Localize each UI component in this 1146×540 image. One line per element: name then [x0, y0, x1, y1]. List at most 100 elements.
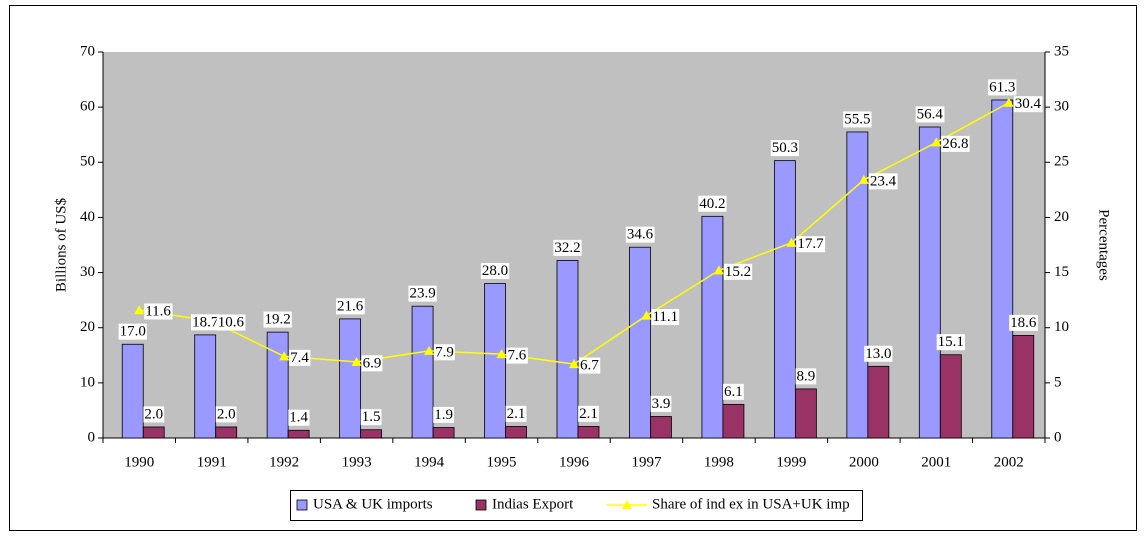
- data-label-bg: [915, 106, 945, 123]
- data-label-bg: [625, 226, 655, 243]
- data-label: 6.7: [580, 358, 599, 374]
- bar: [991, 99, 1014, 439]
- data-label-bg: [1013, 96, 1043, 113]
- bar: [339, 318, 362, 439]
- data-label-group: 7.6: [506, 347, 528, 364]
- data-label: 3.9: [652, 396, 671, 412]
- data-label-group: 17.0: [118, 323, 147, 340]
- data-label-bg: [434, 344, 455, 361]
- data-label-bg: [868, 173, 898, 190]
- legend-swatch: [475, 499, 487, 511]
- data-label-bg: [936, 334, 965, 351]
- data-label: 17.0: [120, 324, 146, 340]
- data-label: 30.4: [1015, 96, 1042, 112]
- bar: [577, 426, 600, 439]
- data-label: 6.9: [363, 355, 382, 371]
- data-label: 21.6: [337, 298, 364, 314]
- data-label-bg: [553, 239, 582, 256]
- data-label-bg: [1009, 314, 1038, 331]
- data-label: 15.1: [938, 334, 964, 350]
- data-label-bg: [770, 140, 800, 157]
- bar: [411, 305, 434, 439]
- data-label-group: 17.7: [796, 236, 826, 253]
- data-label-group: 1.5: [360, 409, 382, 426]
- bar: [701, 215, 724, 439]
- data-label-group: 21.6: [335, 298, 365, 315]
- data-label-group: 2.1: [578, 405, 599, 422]
- legend-label: USA & UK imports: [313, 496, 433, 512]
- data-label: 23.9: [409, 286, 435, 302]
- data-label-bg: [723, 263, 753, 280]
- line-marker: [496, 349, 507, 359]
- bar: [939, 354, 962, 439]
- line-marker: [1003, 97, 1014, 107]
- legend-label: Share of ind ex in USA+UK imp: [652, 496, 850, 512]
- data-label: 26.8: [942, 136, 968, 152]
- x-tick-label: 1999: [776, 454, 806, 470]
- data-label-group: 2.0: [143, 406, 165, 423]
- bar: [773, 160, 796, 439]
- data-label: 56.4: [917, 106, 944, 122]
- bar: [556, 260, 579, 439]
- data-label-group: 26.8: [941, 135, 970, 152]
- data-label-bg: [361, 355, 383, 372]
- data-label: 7.9: [435, 344, 454, 360]
- bar: [287, 429, 310, 439]
- data-label: 11.1: [652, 309, 678, 325]
- data-label-group: 23.9: [408, 285, 437, 302]
- data-label-group: 40.2: [698, 195, 727, 212]
- data-label-bg: [506, 347, 528, 364]
- y-tick-label: 50: [80, 154, 95, 170]
- legend-marker: [622, 500, 632, 509]
- data-label-bg: [480, 263, 510, 280]
- data-label: 50.3: [772, 140, 798, 156]
- data-label: 2.1: [579, 406, 598, 422]
- y2-axis-label: Percentages: [1096, 209, 1112, 281]
- y-tick-label: 60: [80, 99, 95, 115]
- data-label: 2.0: [144, 406, 163, 422]
- data-label: 11.6: [145, 304, 171, 320]
- data-label: 1.4: [289, 410, 308, 426]
- bar: [121, 343, 144, 439]
- bar: [1012, 335, 1035, 439]
- data-label-bg: [216, 314, 246, 331]
- y2-tick-label: 35: [1054, 43, 1069, 59]
- line-marker: [713, 265, 724, 275]
- y-tick-label: 70: [80, 43, 95, 59]
- data-label: 15.2: [725, 264, 751, 280]
- data-label-bg: [288, 409, 310, 426]
- data-label-group: 18.7: [191, 314, 220, 331]
- bar: [266, 331, 289, 439]
- data-label-group: 11.6: [144, 303, 173, 320]
- data-label: 7.4: [290, 350, 309, 366]
- data-label-group: 32.2: [553, 239, 582, 256]
- y2-tick-label: 20: [1054, 209, 1069, 225]
- data-label-group: 50.3: [770, 140, 800, 157]
- y-tick-label: 20: [80, 319, 95, 335]
- data-label-bg: [118, 323, 147, 340]
- legend-label: Indias Export: [492, 496, 574, 512]
- bar: [867, 365, 890, 439]
- x-tick-label: 2000: [849, 454, 879, 470]
- bar: [432, 427, 455, 439]
- bar: [142, 426, 165, 439]
- data-label-bg: [335, 298, 365, 315]
- data-label-bg: [723, 383, 744, 400]
- bar: [360, 429, 383, 439]
- data-label-group: 7.4: [289, 349, 311, 366]
- data-label: 28.0: [482, 263, 508, 279]
- data-label-group: 6.9: [361, 355, 383, 372]
- y2-tick-label: 25: [1054, 154, 1069, 170]
- line-marker: [931, 137, 942, 147]
- x-tick-label: 1996: [559, 454, 590, 470]
- data-label: 8.9: [797, 368, 816, 384]
- data-label: 2.0: [217, 406, 236, 422]
- bar: [505, 426, 527, 439]
- line-marker: [424, 345, 435, 355]
- data-label: 34.6: [627, 227, 654, 243]
- bar: [650, 416, 672, 439]
- data-label: 17.7: [797, 236, 824, 252]
- x-tick-label: 1997: [631, 454, 662, 470]
- line-marker: [641, 310, 652, 320]
- bar: [794, 388, 817, 439]
